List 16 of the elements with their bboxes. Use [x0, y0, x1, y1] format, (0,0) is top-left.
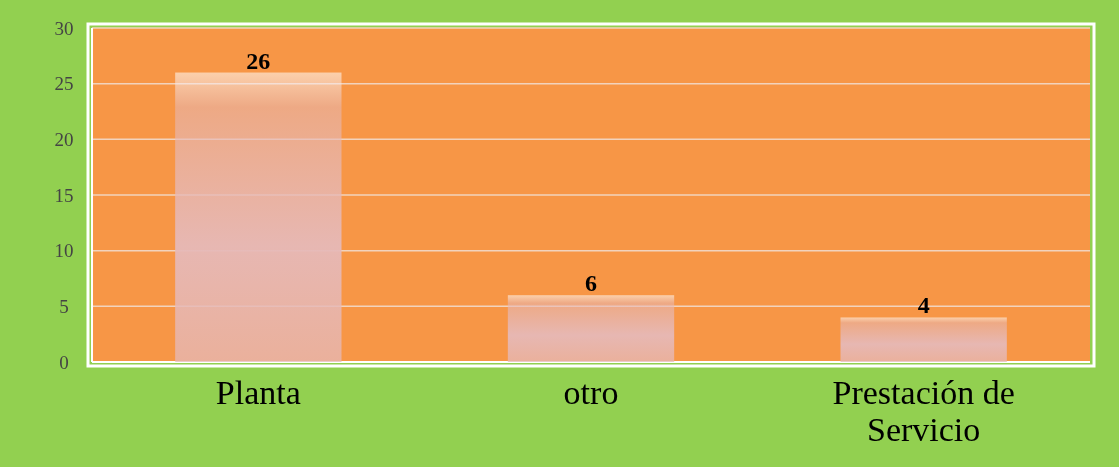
- x-tick-label: Planta: [215, 374, 301, 411]
- y-tick-label: 0: [59, 351, 69, 373]
- bar: [840, 317, 1007, 362]
- y-tick-label: 10: [54, 240, 74, 262]
- y-tick-label: 15: [54, 184, 74, 206]
- x-tick-label: otro: [563, 374, 619, 411]
- bar: [507, 295, 675, 362]
- y-tick-label: 20: [54, 128, 74, 150]
- data-label: 6: [585, 270, 597, 297]
- bar: [175, 72, 342, 362]
- data-label: 26: [246, 47, 271, 74]
- y-tick-label: 30: [54, 17, 74, 39]
- data-label: 4: [917, 292, 930, 319]
- y-tick-label: 5: [59, 295, 69, 317]
- y-tick-label: 25: [54, 73, 74, 95]
- x-tick-label: Prestación de Servicio: [832, 374, 1015, 449]
